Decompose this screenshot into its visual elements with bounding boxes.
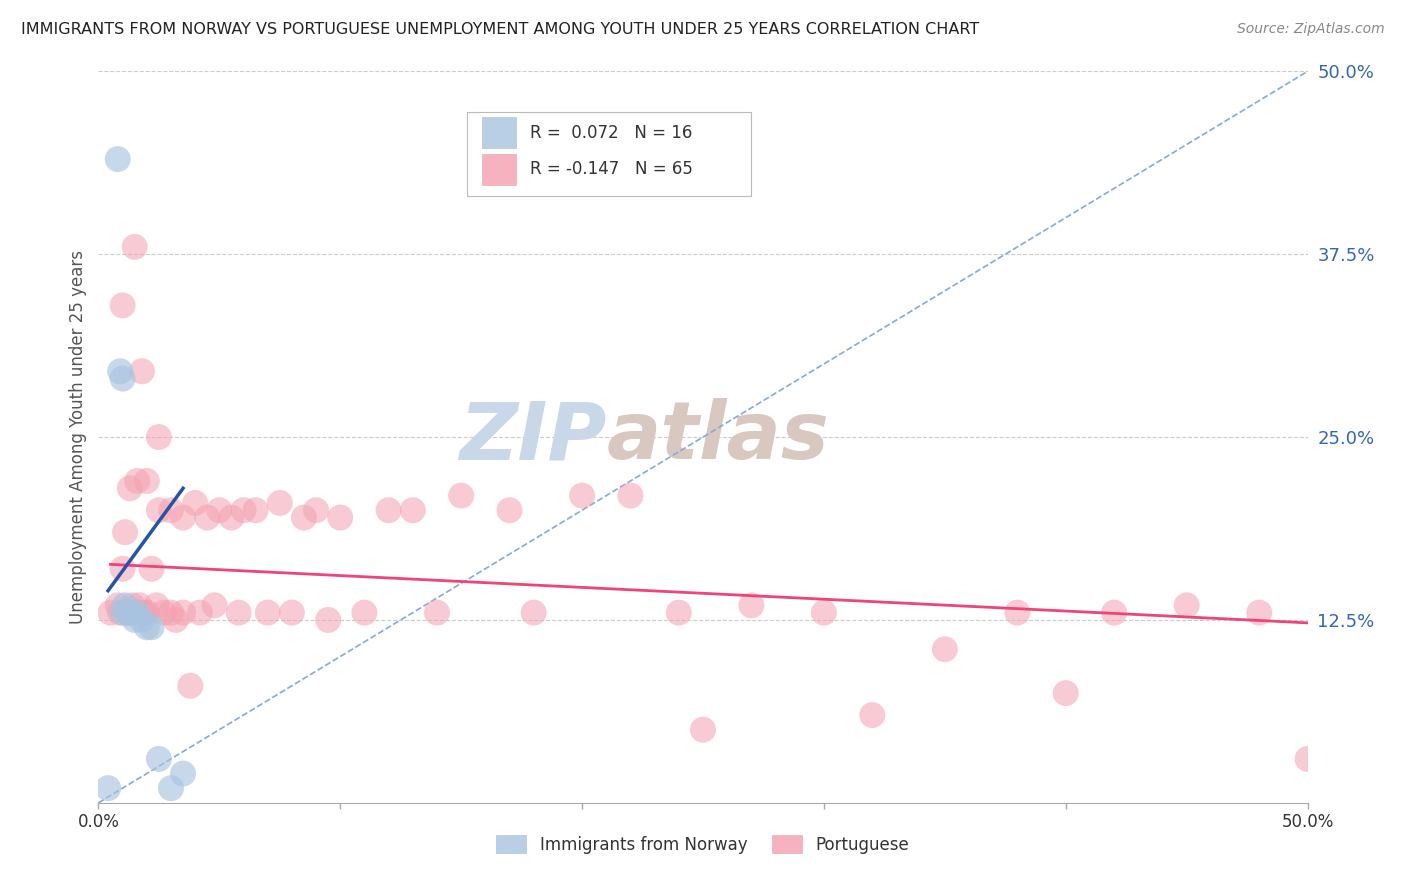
Text: R = -0.147   N = 65: R = -0.147 N = 65 <box>530 161 693 178</box>
Point <box>292 510 315 524</box>
Point <box>1007 606 1029 620</box>
Point <box>426 606 449 620</box>
Point <box>165 613 187 627</box>
Point <box>108 606 131 620</box>
Point <box>316 613 339 627</box>
Point <box>145 599 167 613</box>
Point <box>172 606 194 620</box>
Point <box>184 496 207 510</box>
Point <box>97 781 120 796</box>
Point <box>498 503 520 517</box>
Point <box>305 503 328 517</box>
Point <box>107 152 129 166</box>
Legend: Immigrants from Norway, Portuguese: Immigrants from Norway, Portuguese <box>489 829 917 860</box>
Point <box>208 503 231 517</box>
Point <box>245 503 267 517</box>
Text: ZIP: ZIP <box>458 398 606 476</box>
Point <box>107 599 129 613</box>
Point <box>281 606 304 620</box>
Point <box>160 781 183 796</box>
Point <box>172 510 194 524</box>
FancyBboxPatch shape <box>482 118 516 148</box>
Point <box>1249 606 1271 620</box>
Point <box>152 606 174 620</box>
Point <box>135 620 157 634</box>
Point <box>141 562 163 576</box>
Point <box>221 510 243 524</box>
Point <box>148 503 170 517</box>
Point <box>160 606 183 620</box>
Point <box>179 679 201 693</box>
Point <box>148 752 170 766</box>
Text: IMMIGRANTS FROM NORWAY VS PORTUGUESE UNEMPLOYMENT AMONG YOUTH UNDER 25 YEARS COR: IMMIGRANTS FROM NORWAY VS PORTUGUESE UNE… <box>21 22 980 37</box>
Point <box>934 642 956 657</box>
Point <box>128 599 150 613</box>
Point <box>121 599 143 613</box>
Point <box>402 503 425 517</box>
Point <box>111 298 134 312</box>
Point <box>353 606 375 620</box>
Point <box>141 620 163 634</box>
Point <box>692 723 714 737</box>
Point <box>131 613 153 627</box>
Point <box>1102 606 1125 620</box>
Point <box>232 503 254 517</box>
Point <box>329 510 352 524</box>
Point <box>195 510 218 524</box>
Point <box>160 503 183 517</box>
Point <box>111 606 134 620</box>
Point <box>111 371 134 385</box>
Point <box>188 606 211 620</box>
Point <box>131 364 153 378</box>
Point <box>108 364 131 378</box>
Point <box>256 606 278 620</box>
Point <box>118 606 141 620</box>
Y-axis label: Unemployment Among Youth under 25 years: Unemployment Among Youth under 25 years <box>69 250 87 624</box>
Point <box>114 525 136 540</box>
Point <box>114 599 136 613</box>
Point <box>204 599 226 613</box>
Point <box>740 599 762 613</box>
Point <box>571 489 593 503</box>
Point <box>172 766 194 780</box>
Point <box>134 606 156 620</box>
Point <box>1175 599 1198 613</box>
Point <box>117 606 139 620</box>
Point <box>523 606 546 620</box>
Point <box>1054 686 1077 700</box>
Point <box>127 474 149 488</box>
Point <box>1296 752 1319 766</box>
Point <box>117 606 139 620</box>
Point <box>813 606 835 620</box>
Point <box>668 606 690 620</box>
Point <box>228 606 250 620</box>
Point <box>450 489 472 503</box>
FancyBboxPatch shape <box>467 112 751 195</box>
Point <box>269 496 291 510</box>
Point <box>148 430 170 444</box>
Point <box>100 606 122 620</box>
Point <box>135 474 157 488</box>
Point <box>124 240 146 254</box>
Point <box>124 613 146 627</box>
Point <box>118 481 141 495</box>
Point <box>127 606 149 620</box>
Point <box>111 562 134 576</box>
Point <box>619 489 641 503</box>
Point <box>860 708 883 723</box>
FancyBboxPatch shape <box>482 154 516 185</box>
Point <box>135 606 157 620</box>
Point <box>377 503 399 517</box>
Text: atlas: atlas <box>606 398 830 476</box>
Text: R =  0.072   N = 16: R = 0.072 N = 16 <box>530 124 693 142</box>
Text: Source: ZipAtlas.com: Source: ZipAtlas.com <box>1237 22 1385 37</box>
Point <box>117 606 139 620</box>
